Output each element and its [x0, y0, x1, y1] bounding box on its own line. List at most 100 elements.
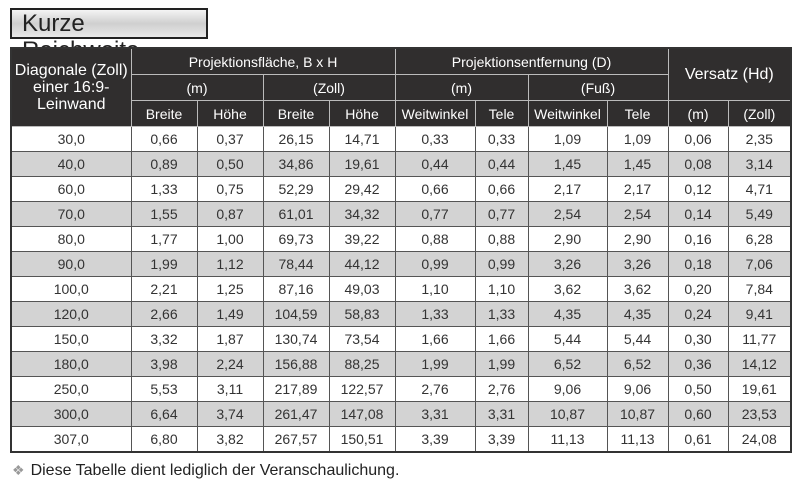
table-cell: 1,33 [474, 301, 529, 327]
table-cell: 7,06 [727, 251, 792, 277]
table-cell: 2,24 [196, 351, 264, 377]
table-cell: 3,31 [394, 401, 476, 427]
table-cell: 80,0 [10, 226, 132, 252]
table-cell: 39,22 [328, 226, 396, 252]
table-row: 70,0 1,55 0,87 61,01 34,32 0,77 0,77 2,54 2,54 0,… [10, 201, 792, 227]
table-cell: 5,53 [130, 376, 198, 402]
table-cell: 1,99 [474, 351, 529, 377]
table-cell: 6,80 [130, 426, 198, 453]
table-cell: 120,0 [10, 301, 132, 327]
table-cell: 6,52 [527, 351, 608, 377]
table-cell: 0,50 [196, 151, 264, 177]
table-cell: 0,16 [667, 226, 729, 252]
table-cell: 78,44 [262, 251, 330, 277]
table-cell: 70,0 [10, 201, 132, 227]
table-cell: 1,87 [196, 326, 264, 352]
table-cell: 26,15 [262, 126, 330, 152]
table-cell: 1,55 [130, 201, 198, 227]
table-cell: 0,66 [130, 126, 198, 152]
table-cell: 2,54 [606, 201, 669, 227]
table-cell: 2,35 [727, 126, 792, 152]
table-cell: 73,54 [328, 326, 396, 352]
table-cell: 3,74 [196, 401, 264, 427]
header-projection-distance: Projektionsentfernung (D) [394, 47, 669, 75]
table-cell: 1,45 [606, 151, 669, 177]
table-cell: 11,13 [527, 426, 608, 453]
table-cell: 0,14 [667, 201, 729, 227]
table-cell: 2,76 [474, 376, 529, 402]
table-cell: 2,66 [130, 301, 198, 327]
table-cell: 3,26 [527, 251, 608, 277]
table-cell: 24,08 [727, 426, 792, 453]
table-cell: 2,54 [527, 201, 608, 227]
table-cell: 6,52 [606, 351, 669, 377]
table-cell: 9,41 [727, 301, 792, 327]
table-cell: 1,09 [527, 126, 608, 152]
table-cell: 1,12 [196, 251, 264, 277]
table-row: 307,0 6,80 3,82 267,57 150,51 3,39 3,39 11,13 11… [10, 426, 792, 453]
table-cell: 61,01 [262, 201, 330, 227]
footnote-text: Diese Tabelle dient lediglich der Verans… [30, 462, 400, 479]
table-cell: 3,32 [130, 326, 198, 352]
header-breite-m: Breite [130, 100, 198, 127]
table-cell: 150,51 [328, 426, 396, 453]
table-cell: 217,89 [262, 376, 330, 402]
table-cell: 0,66 [474, 176, 529, 202]
table-row: 80,0 1,77 1,00 69,73 39,22 0,88 0,88 2,90 2,90 0,… [10, 226, 792, 252]
table-cell: 0,33 [474, 126, 529, 152]
table-cell: 1,10 [394, 276, 476, 302]
diamond-bullet-icon: ❖ [12, 462, 25, 478]
table-cell: 2,21 [130, 276, 198, 302]
table-cell: 104,59 [262, 301, 330, 327]
header-tele-m: Tele [474, 100, 529, 127]
table-cell: 1,99 [394, 351, 476, 377]
table-cell: 0,20 [667, 276, 729, 302]
table-cell: 2,90 [606, 226, 669, 252]
header-tele-fuss: Tele [606, 100, 669, 127]
table-cell: 5,44 [527, 326, 608, 352]
table-cell: 23,53 [727, 401, 792, 427]
table-row: 150,0 3,32 1,87 130,74 73,54 1,66 1,66 5,44 5,44… [10, 326, 792, 352]
table-row: 100,0 2,21 1,25 87,16 49,03 1,10 1,10 3,62 3,62 0… [10, 276, 792, 302]
header-area-zoll: (Zoll) [262, 74, 396, 101]
header-distance-m: (m) [394, 74, 529, 101]
table-cell: 3,11 [196, 376, 264, 402]
table-cell: 0,99 [394, 251, 476, 277]
table-cell: 0,66 [394, 176, 476, 202]
table-cell: 0,12 [667, 176, 729, 202]
table-cell: 5,49 [727, 201, 792, 227]
table-cell: 1,99 [130, 251, 198, 277]
table-cell: 156,88 [262, 351, 330, 377]
table-cell: 0,44 [394, 151, 476, 177]
table-cell: 58,83 [328, 301, 396, 327]
table-body: 30,0 0,66 0,37 26,15 14,71 0,33 0,33 1,09 1,09 0,… [10, 126, 792, 453]
table-cell: 19,61 [727, 376, 792, 402]
header-hoehe-zoll: Höhe [328, 100, 396, 127]
table-cell: 0,08 [667, 151, 729, 177]
table-cell: 3,62 [527, 276, 608, 302]
table-cell: 9,06 [606, 376, 669, 402]
table-cell: 147,08 [328, 401, 396, 427]
table-cell: 5,44 [606, 326, 669, 352]
table-cell: 250,0 [10, 376, 132, 402]
table-row: 300,0 6,64 3,74 261,47 147,08 3,31 3,31 10,87 10… [10, 401, 792, 427]
header-weitwinkel-fuss: Weitwinkel [527, 100, 608, 127]
table-cell: 0,06 [667, 126, 729, 152]
table-cell: 10,87 [606, 401, 669, 427]
table-cell: 122,57 [328, 376, 396, 402]
table-cell: 0,88 [394, 226, 476, 252]
header-breite-zoll: Breite [262, 100, 330, 127]
table-cell: 52,29 [262, 176, 330, 202]
throw-distance-table: Diagonale (Zoll) einer 16:9-Leinwand Pro… [10, 47, 793, 453]
table-cell: 30,0 [10, 126, 132, 152]
table-cell: 3,39 [474, 426, 529, 453]
table-cell: 0,50 [667, 376, 729, 402]
table-cell: 0,18 [667, 251, 729, 277]
table-cell: 11,77 [727, 326, 792, 352]
table-cell: 0,30 [667, 326, 729, 352]
table-cell: 10,87 [527, 401, 608, 427]
table-cell: 4,35 [527, 301, 608, 327]
table-cell: 1,49 [196, 301, 264, 327]
table-cell: 267,57 [262, 426, 330, 453]
table-cell: 3,39 [394, 426, 476, 453]
